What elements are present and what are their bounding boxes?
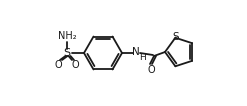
Text: O: O	[54, 60, 62, 70]
Text: S: S	[63, 48, 71, 58]
Text: H: H	[139, 54, 145, 63]
Text: S: S	[172, 32, 179, 42]
Text: O: O	[71, 60, 79, 70]
Text: O: O	[147, 65, 155, 75]
Text: N: N	[132, 47, 140, 57]
Text: NH₂: NH₂	[58, 31, 76, 41]
